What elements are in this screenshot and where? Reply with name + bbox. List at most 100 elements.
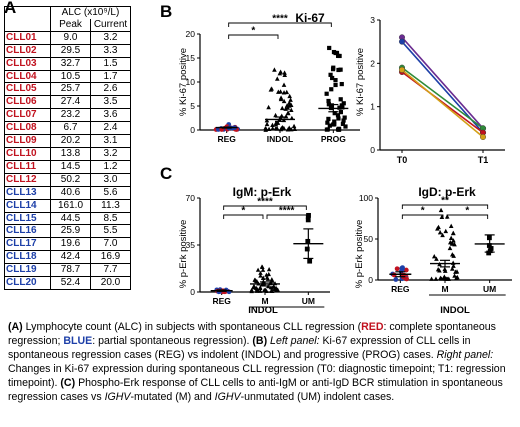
table-header-alc: ALC (x10⁹/L) bbox=[50, 5, 131, 19]
significance-bracket bbox=[446, 214, 489, 219]
chart-igd-perk: IgD: p-Erk % p-Erk positive INDOL 0 50 100… bbox=[354, 185, 512, 316]
table-row: CLL20 52.4 20.0 bbox=[4, 276, 131, 290]
data-point bbox=[270, 126, 275, 131]
significance-label: **** bbox=[272, 14, 288, 25]
data-point bbox=[434, 256, 439, 261]
y-tick-label: 100 bbox=[359, 193, 373, 203]
data-point bbox=[338, 67, 343, 72]
data-point bbox=[341, 101, 346, 106]
data-point bbox=[336, 67, 341, 73]
x-tick-label: REG bbox=[391, 284, 410, 294]
data-point bbox=[340, 121, 346, 126]
table-row: CLL15 44.5 8.5 bbox=[4, 211, 131, 226]
caption-text: : complete spontaneous regression; bbox=[8, 321, 496, 347]
table-row: CLL05 25.7 2.6 bbox=[4, 82, 131, 97]
data-point bbox=[263, 287, 268, 292]
caption-text: Phospho-Erk response of CLL cells to ant… bbox=[8, 377, 503, 403]
data-point bbox=[326, 116, 331, 122]
data-point bbox=[435, 226, 440, 231]
data-point bbox=[282, 72, 288, 77]
data-point bbox=[266, 104, 271, 110]
chart-igm-perk: IgM: p-Erk % p-Erk positive INDOL 0 35 70 R… bbox=[178, 185, 330, 316]
y-tick-label: 0 bbox=[368, 275, 373, 285]
data-point bbox=[343, 124, 348, 129]
data-point bbox=[269, 278, 275, 283]
data-point bbox=[253, 278, 259, 283]
data-point bbox=[264, 272, 269, 277]
data-point bbox=[281, 90, 287, 95]
data-point bbox=[393, 277, 399, 282]
data-point bbox=[291, 123, 297, 129]
data-point bbox=[333, 82, 338, 88]
current-value: 2.4 bbox=[90, 121, 131, 136]
data-point bbox=[448, 235, 454, 240]
y-axis-label-ki67-time: % Ki-67 positive bbox=[355, 48, 366, 116]
data-point bbox=[331, 122, 336, 127]
data-point bbox=[268, 285, 274, 290]
caption-gene-ighv: IGHV bbox=[214, 391, 241, 403]
caption-c-label: (C) bbox=[60, 377, 76, 389]
significance-bracket bbox=[401, 204, 489, 209]
chart-title-igm: IgM: p-Erk bbox=[233, 185, 292, 199]
chart-ki67-groups: Ki-67 % Ki-67 positive 0 5 10 15 20 REG INDOL P… bbox=[178, 11, 360, 144]
table-row: CLL01 9.0 3.2 bbox=[4, 30, 131, 45]
table-row: CLL10 13.8 3.2 bbox=[4, 146, 131, 161]
panel-label-c: C bbox=[160, 164, 172, 183]
y-tick-label: 50 bbox=[364, 234, 374, 244]
data-point bbox=[399, 66, 406, 73]
data-point bbox=[454, 269, 460, 274]
significance-bracket bbox=[228, 34, 279, 39]
data-point bbox=[450, 252, 455, 257]
data-point bbox=[268, 87, 274, 92]
data-point bbox=[278, 95, 284, 100]
data-point bbox=[270, 288, 275, 293]
data-point bbox=[437, 230, 443, 235]
data-point bbox=[304, 246, 310, 252]
current-value: 1.5 bbox=[90, 56, 131, 71]
data-point bbox=[327, 123, 332, 128]
significance-label: * bbox=[421, 206, 425, 217]
data-point bbox=[305, 217, 311, 223]
figure-caption: (A) Lymphocyte count (ALC) in subjects w… bbox=[8, 320, 516, 404]
data-point bbox=[306, 212, 311, 218]
group-label-indol-igd: INDOL bbox=[440, 305, 470, 316]
data-point bbox=[260, 267, 266, 272]
data-point bbox=[288, 102, 294, 107]
data-point bbox=[443, 228, 449, 234]
data-point bbox=[330, 67, 336, 72]
significance-label: **** bbox=[257, 197, 273, 208]
significance-label: * bbox=[241, 206, 245, 217]
data-point bbox=[277, 71, 283, 76]
data-point bbox=[327, 45, 332, 51]
y-tick-label: 0 bbox=[190, 125, 195, 135]
data-point bbox=[266, 126, 272, 132]
alc-table: ALC (x10⁹/L) Peak Current CLL01 9.0 3.2 CLL… bbox=[4, 5, 131, 290]
data-point bbox=[437, 268, 442, 273]
data-point bbox=[287, 100, 292, 105]
data-point bbox=[438, 207, 444, 213]
data-point bbox=[288, 107, 294, 112]
data-point bbox=[394, 266, 400, 272]
chart-ki67-timepoints: % Ki-67 positive 0 1 2 3 T0 T1 bbox=[355, 15, 505, 165]
table-row: CLL02 29.5 3.3 bbox=[4, 43, 131, 58]
x-tick-label: REG bbox=[212, 296, 231, 306]
data-point bbox=[260, 264, 265, 270]
x-tick-label: INDOL bbox=[267, 134, 293, 144]
caption-a-label: (A) bbox=[8, 321, 23, 333]
data-point bbox=[328, 72, 333, 77]
data-point bbox=[251, 284, 257, 290]
data-point bbox=[450, 266, 455, 271]
x-tick-label: REG bbox=[217, 134, 236, 144]
data-point bbox=[335, 113, 341, 118]
data-point bbox=[276, 89, 281, 94]
data-point bbox=[340, 105, 345, 110]
data-point bbox=[325, 120, 330, 125]
significance-label: ** bbox=[441, 196, 449, 207]
table-row: CLL13 40.6 5.6 bbox=[4, 185, 131, 200]
data-point bbox=[274, 126, 280, 131]
significance-bracket bbox=[401, 214, 444, 219]
data-point bbox=[284, 89, 290, 95]
data-point bbox=[451, 263, 456, 268]
data-point bbox=[440, 232, 445, 238]
